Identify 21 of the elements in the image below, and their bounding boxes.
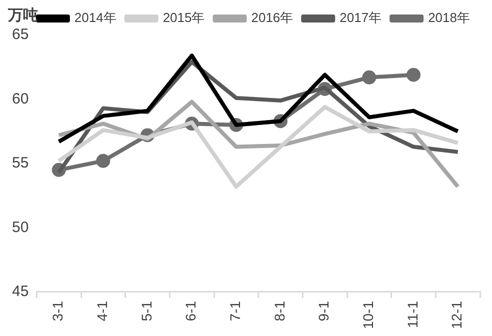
y-tick-label: 60 <box>12 90 29 108</box>
x-tick-label: 3-1 <box>50 300 66 322</box>
legend-label: 2015年 <box>162 10 205 26</box>
legend-label: 2016年 <box>251 10 294 26</box>
x-tick-label: 10-1 <box>360 300 376 330</box>
legend-label: 2018年 <box>428 10 470 26</box>
x-tick-label: 8-1 <box>271 300 288 322</box>
x-tick-label: 4-1 <box>94 300 110 322</box>
legend-label: 2014年 <box>74 10 116 26</box>
x-tick-label: 9-1 <box>316 300 332 322</box>
y-tick-label: 65 <box>12 26 29 44</box>
y-axis-title: 万吨 <box>7 7 38 24</box>
legend-label: 2017年 <box>340 10 382 26</box>
x-tick-label: 11-1 <box>404 300 420 328</box>
x-tick-label: 6-1 <box>182 300 199 322</box>
x-tick-label: 5-1 <box>138 300 154 322</box>
x-tick-label: 7-1 <box>227 300 244 322</box>
y-tick-label: 50 <box>12 218 29 236</box>
x-tick-label: 12-1 <box>448 300 465 330</box>
y-tick-label: 55 <box>12 154 29 172</box>
y-tick-label: 45 <box>12 283 29 300</box>
